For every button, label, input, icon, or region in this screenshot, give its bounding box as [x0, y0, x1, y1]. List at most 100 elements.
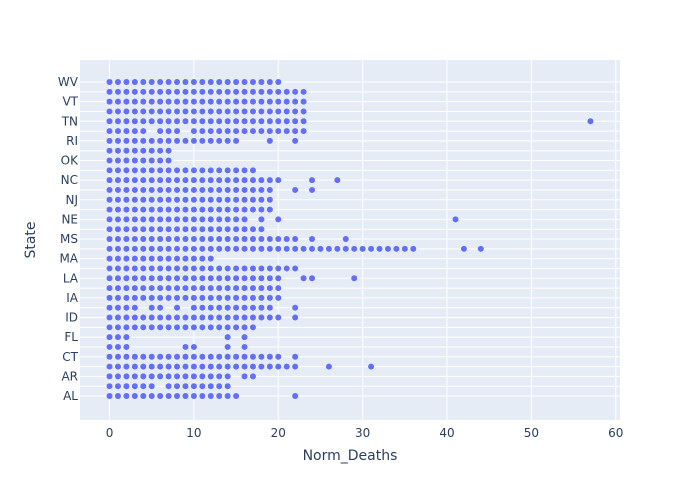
- data-point: [131, 137, 138, 144]
- data-point: [131, 363, 138, 370]
- data-point: [106, 265, 113, 272]
- data-points: [106, 79, 594, 399]
- data-point: [123, 236, 130, 242]
- data-point: [216, 88, 223, 95]
- data-point: [140, 206, 147, 213]
- data-point: [207, 294, 214, 301]
- data-point: [587, 118, 594, 125]
- data-point: [123, 265, 130, 272]
- data-point: [106, 343, 113, 350]
- data-point: [174, 363, 181, 370]
- y-tick-label: FL: [64, 330, 78, 344]
- data-point: [123, 177, 130, 184]
- data-point: [106, 373, 113, 380]
- data-point: [106, 137, 113, 144]
- data-point: [174, 177, 181, 184]
- data-point: [114, 285, 121, 292]
- data-point: [207, 265, 214, 272]
- data-point: [216, 353, 223, 360]
- data-point: [258, 118, 265, 125]
- data-point: [224, 383, 231, 390]
- data-point: [199, 98, 206, 105]
- data-point: [266, 177, 273, 184]
- data-point: [233, 118, 240, 125]
- data-point: [224, 373, 231, 380]
- data-point: [190, 108, 197, 115]
- data-point: [190, 383, 197, 390]
- x-tick-label: 60: [608, 426, 623, 440]
- data-point: [140, 245, 147, 252]
- data-point: [114, 324, 121, 331]
- data-point: [224, 167, 231, 174]
- data-point: [140, 255, 147, 262]
- data-point: [224, 353, 231, 360]
- data-point: [249, 285, 256, 292]
- data-point: [233, 304, 240, 311]
- data-point: [199, 108, 206, 115]
- data-point: [190, 226, 197, 233]
- data-point: [325, 245, 332, 252]
- data-point: [249, 108, 256, 115]
- data-point: [224, 186, 231, 193]
- data-point: [241, 177, 248, 184]
- data-point: [190, 177, 197, 184]
- data-point: [131, 196, 138, 203]
- data-point: [207, 186, 214, 193]
- data-point: [266, 275, 273, 282]
- data-point: [216, 167, 223, 174]
- data-point: [157, 216, 164, 223]
- data-point: [131, 393, 138, 399]
- data-point: [131, 324, 138, 331]
- data-point: [199, 226, 206, 233]
- data-point: [300, 128, 307, 135]
- data-point: [140, 383, 147, 390]
- data-point: [106, 216, 113, 223]
- data-point: [266, 294, 273, 301]
- data-point: [249, 353, 256, 360]
- data-point: [249, 128, 256, 135]
- data-point: [224, 196, 231, 203]
- data-point: [216, 177, 223, 184]
- data-point: [114, 79, 121, 85]
- data-point: [157, 245, 164, 252]
- data-point: [174, 285, 181, 292]
- data-point: [174, 206, 181, 213]
- data-point: [300, 245, 307, 252]
- data-point: [241, 196, 248, 203]
- data-point: [165, 255, 172, 262]
- data-point: [165, 186, 172, 193]
- data-point: [233, 324, 240, 331]
- data-point: [283, 118, 290, 125]
- data-point: [249, 177, 256, 184]
- data-point: [224, 177, 231, 184]
- data-point: [275, 216, 282, 223]
- data-point: [140, 363, 147, 370]
- data-point: [140, 236, 147, 242]
- data-point: [266, 118, 273, 125]
- data-point: [241, 245, 248, 252]
- data-point: [207, 393, 214, 399]
- data-point: [106, 206, 113, 213]
- data-point: [266, 128, 273, 135]
- data-point: [216, 137, 223, 144]
- data-point: [207, 128, 214, 135]
- data-point: [131, 177, 138, 184]
- data-point: [114, 196, 121, 203]
- data-point: [165, 118, 172, 125]
- data-point: [292, 353, 299, 360]
- data-point: [148, 236, 155, 242]
- data-point: [148, 88, 155, 95]
- data-point: [266, 363, 273, 370]
- data-point: [292, 128, 299, 135]
- data-point: [165, 206, 172, 213]
- data-point: [131, 186, 138, 193]
- data-point: [309, 186, 316, 193]
- data-point: [207, 118, 214, 125]
- data-point: [157, 108, 164, 115]
- data-point: [233, 245, 240, 252]
- data-point: [114, 226, 121, 233]
- data-point: [123, 196, 130, 203]
- data-point: [182, 285, 189, 292]
- data-point: [182, 383, 189, 390]
- data-point: [199, 353, 206, 360]
